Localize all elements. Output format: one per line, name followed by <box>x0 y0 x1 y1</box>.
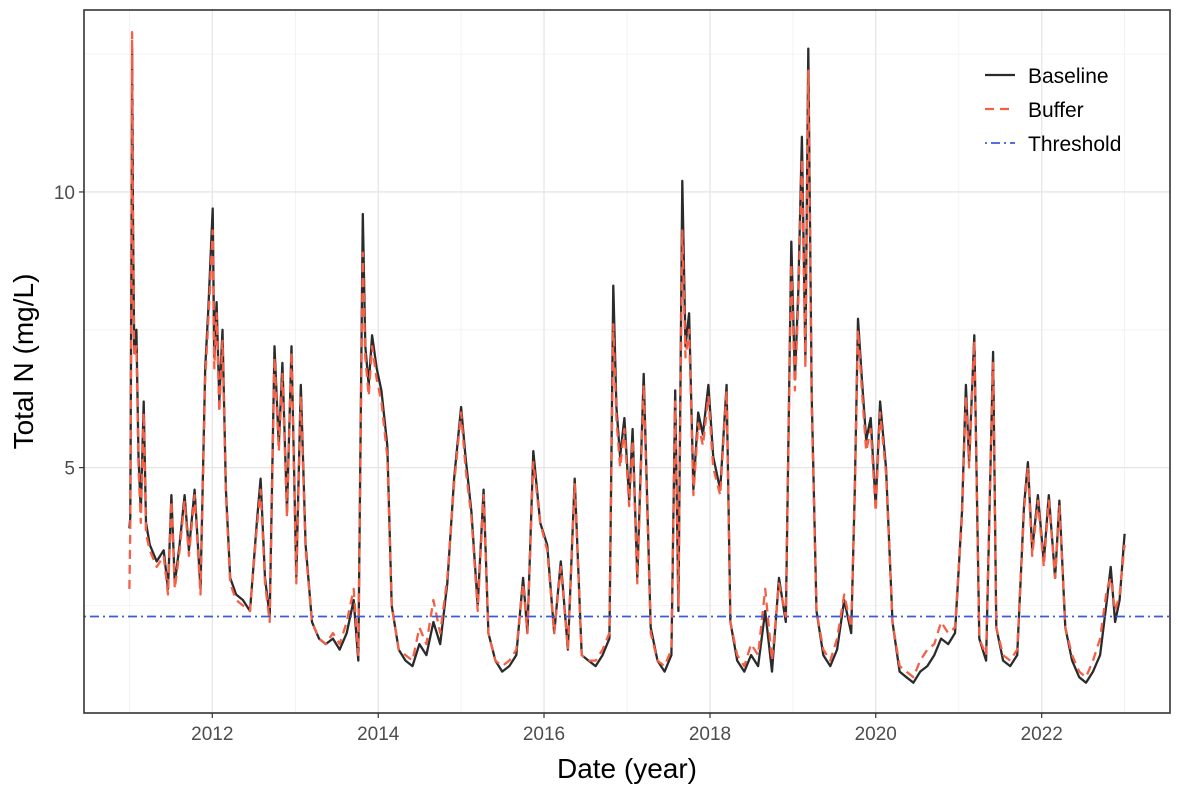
x-tick-label: 2022 <box>1021 724 1063 745</box>
legend-label-buffer: Buffer <box>1028 99 1084 122</box>
x-tick-label: 2016 <box>523 724 565 745</box>
y-tick-label: 10 <box>54 183 75 204</box>
legend: Baseline Buffer Threshold <box>985 65 1121 156</box>
x-tick-label: 2018 <box>689 724 731 745</box>
legend-label-threshold: Threshold <box>1028 133 1121 156</box>
axis-ticks: 5 10 2012 2014 2016 2018 2020 2022 <box>54 183 1063 745</box>
x-axis-title: Date (year) <box>557 753 697 784</box>
series-group <box>84 30 1170 684</box>
y-axis-title: Total N (mg/L) <box>8 274 39 450</box>
x-tick-label: 2020 <box>855 724 897 745</box>
series-line-buffer <box>128 30 1126 679</box>
x-tick-label: 2014 <box>357 724 400 745</box>
grid <box>84 10 1170 713</box>
panel-border <box>83 9 1171 714</box>
series-line-baseline <box>128 47 1126 684</box>
x-tick-label: 2012 <box>191 724 233 745</box>
legend-label-baseline: Baseline <box>1028 65 1109 88</box>
y-tick-label: 5 <box>64 459 75 480</box>
